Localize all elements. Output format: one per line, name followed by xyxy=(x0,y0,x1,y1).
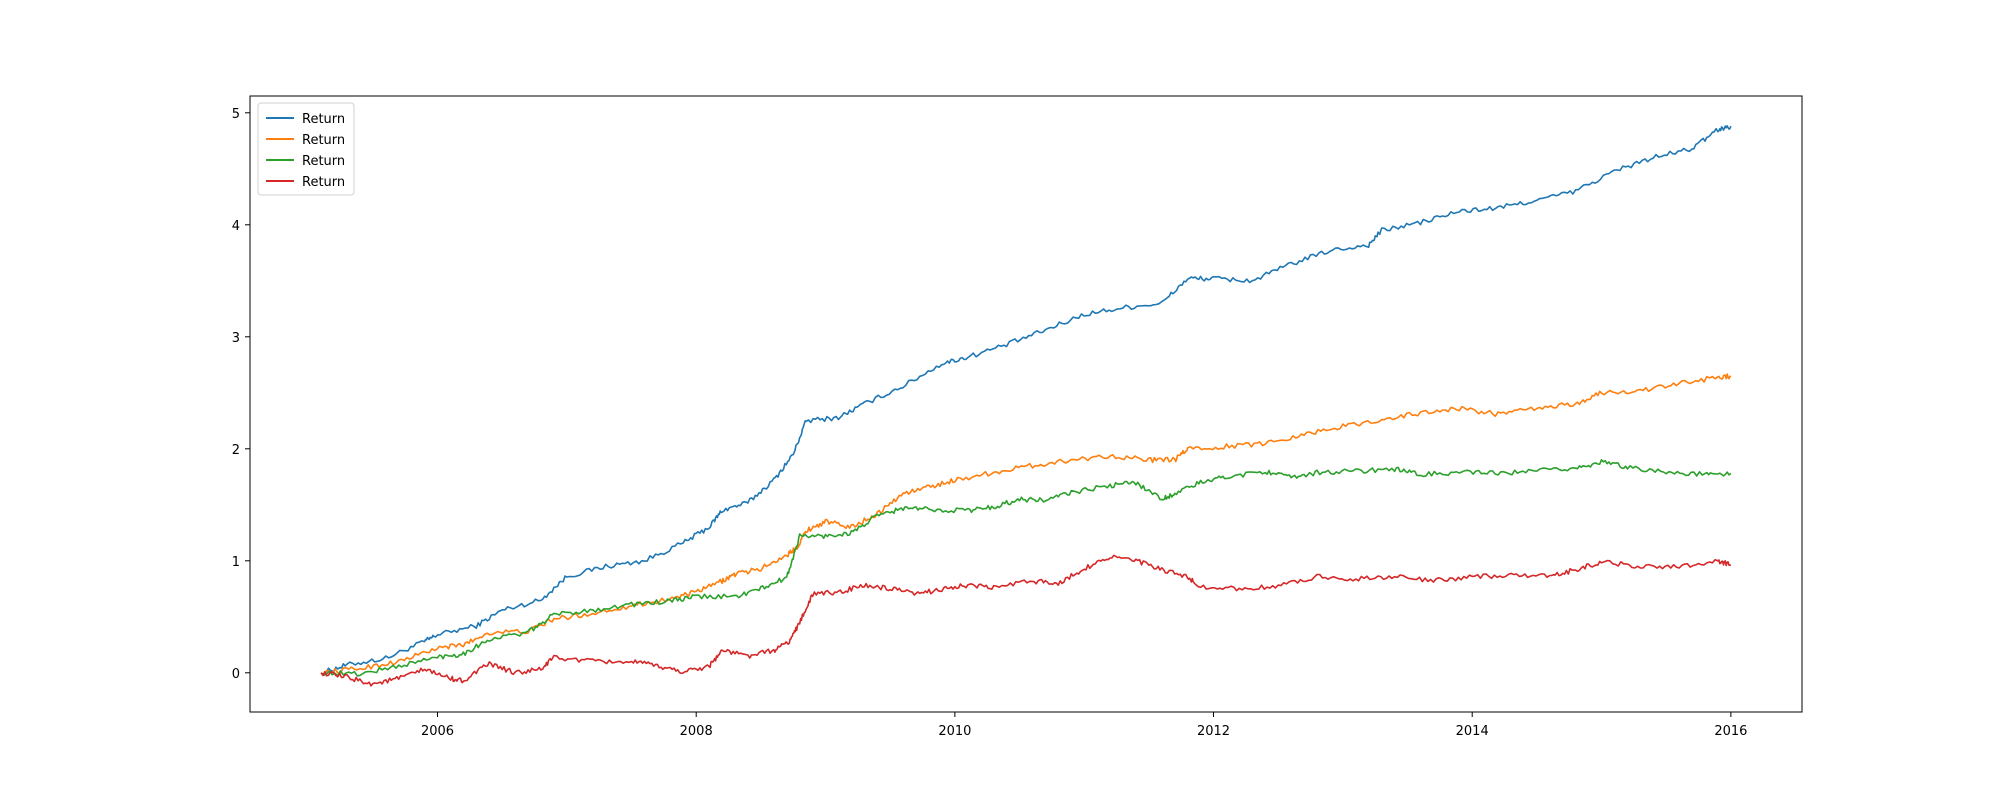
legend-label-2: Return xyxy=(302,133,345,148)
legend-label-3: Return xyxy=(302,154,345,169)
x-tick-label: 2006 xyxy=(421,724,454,739)
legend-label-1: Return xyxy=(302,112,345,127)
y-tick-label: 1 xyxy=(232,555,240,570)
x-tick-label: 2016 xyxy=(1714,724,1747,739)
y-tick-label: 0 xyxy=(232,667,240,682)
x-tick-label: 2012 xyxy=(1197,724,1230,739)
y-tick-label: 3 xyxy=(232,331,240,346)
x-tick-label: 2008 xyxy=(680,724,713,739)
y-tick-label: 5 xyxy=(232,107,240,122)
series-lines xyxy=(320,125,1732,687)
series-line-3 xyxy=(320,459,1732,677)
axes-frame xyxy=(249,95,1803,713)
series-line-4 xyxy=(320,554,1732,687)
series-line-1 xyxy=(320,125,1732,676)
legend: Return Return Return Return xyxy=(257,102,355,196)
x-tick-label: 2010 xyxy=(938,724,971,739)
legend-label-4: Return xyxy=(302,175,345,190)
y-tick-label: 4 xyxy=(232,219,240,234)
y-tick-label: 2 xyxy=(232,443,240,458)
legend-box xyxy=(257,102,355,196)
x-tick-label: 2014 xyxy=(1456,724,1489,739)
axis-ticks: 2006 2008 2010 2012 2014 2016 0 1 2 3 4 5 xyxy=(232,107,1748,739)
